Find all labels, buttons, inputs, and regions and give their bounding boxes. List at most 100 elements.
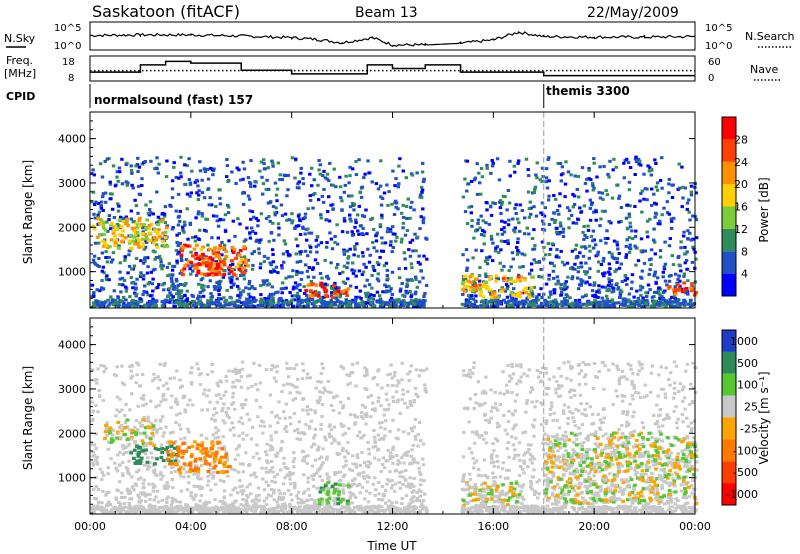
data-cell: [294, 237, 298, 241]
data-cell: [165, 497, 169, 501]
data-cell: [253, 287, 257, 291]
data-cell: [573, 494, 578, 497]
data-cell: [99, 204, 103, 208]
data-cell: [119, 215, 123, 219]
data-cell: [660, 156, 664, 160]
data-cell: [586, 224, 590, 228]
data-cell: [481, 299, 485, 303]
data-cell: [356, 254, 360, 258]
data-cell: [106, 229, 110, 233]
data-cell: [239, 301, 244, 305]
data-cell: [322, 169, 326, 173]
data-cell: [409, 454, 413, 458]
data-cell: [567, 405, 571, 409]
data-cell: [518, 291, 523, 295]
data-cell: [366, 298, 371, 302]
cpid-segment-1: normalsound (fast) 157: [94, 93, 253, 107]
data-cell: [379, 425, 383, 429]
data-cell: [136, 211, 140, 215]
data-cell: [386, 383, 390, 387]
data-cell: [633, 244, 637, 248]
data-cell: [280, 264, 284, 268]
data-cell: [678, 304, 682, 308]
data-cell: [491, 241, 495, 245]
data-cell: [611, 168, 615, 172]
data-cell: [473, 483, 477, 486]
data-cell: [187, 157, 191, 161]
data-cell: [348, 496, 352, 500]
data-cell: [258, 240, 262, 244]
data-cell: [108, 180, 112, 184]
data-cell: [380, 485, 385, 489]
data-cell: [235, 277, 239, 281]
data-cell: [544, 282, 549, 286]
data-cell: [662, 418, 666, 422]
data-cell: [175, 261, 179, 265]
data-cell: [127, 241, 132, 245]
data-cell: [389, 363, 393, 367]
data-cell: [527, 447, 531, 451]
data-cell: [523, 216, 527, 220]
data-cell: [673, 292, 678, 296]
data-cell: [316, 198, 321, 202]
data-cell: [230, 275, 234, 279]
data-cell: [311, 267, 315, 271]
data-cell: [553, 218, 558, 222]
data-cell: [637, 157, 641, 161]
data-cell: [346, 383, 350, 387]
data-cell: [412, 484, 416, 488]
data-cell: [489, 409, 494, 413]
data-cell: [341, 433, 345, 437]
data-cell: [560, 304, 564, 308]
data-cell: [594, 468, 599, 472]
data-cell: [684, 475, 689, 479]
data-cell: [124, 215, 128, 219]
data-cell: [95, 302, 99, 306]
data-cell: [94, 200, 98, 204]
data-cell: [237, 368, 241, 372]
data-cell: [244, 451, 248, 455]
data-cell: [410, 500, 415, 504]
data-cell: [554, 301, 559, 305]
data-cell: [208, 196, 212, 200]
data-cell: [243, 247, 248, 251]
data-cell: [371, 297, 375, 301]
data-cell: [130, 485, 135, 489]
data-cell: [588, 218, 593, 222]
data-cell: [604, 463, 608, 467]
data-cell: [663, 262, 668, 266]
data-cell: [314, 386, 318, 390]
data-cell: [663, 396, 668, 400]
data-cell: [218, 257, 222, 261]
data-cell: [422, 304, 426, 308]
data-cell: [142, 247, 146, 251]
data-cell: [508, 159, 512, 163]
data-cell: [306, 372, 310, 376]
data-cell: [543, 253, 548, 257]
data-cell: [679, 269, 683, 273]
data-cell: [231, 401, 235, 405]
data-cell: [355, 304, 360, 308]
data-cell: [557, 212, 561, 216]
data-cell: [391, 169, 395, 173]
data-cell: [490, 457, 494, 461]
data-cell: [170, 297, 174, 301]
data-cell: [271, 292, 276, 296]
data-cell: [274, 206, 278, 210]
data-cell: [157, 283, 161, 287]
data-cell: [265, 442, 269, 446]
data-cell: [133, 242, 137, 246]
data-cell: [577, 426, 581, 430]
data-cell: [687, 494, 692, 498]
data-cell: [608, 159, 612, 163]
data-cell: [644, 472, 648, 476]
data-cell: [526, 190, 531, 194]
data-cell: [576, 276, 580, 280]
data-cell: [150, 282, 154, 286]
data-cell: [241, 190, 246, 194]
data-cell: [682, 304, 687, 308]
data-cell: [623, 299, 628, 303]
data-cell: [238, 260, 243, 264]
data-cell: [237, 434, 241, 438]
data-cell: [216, 224, 221, 228]
